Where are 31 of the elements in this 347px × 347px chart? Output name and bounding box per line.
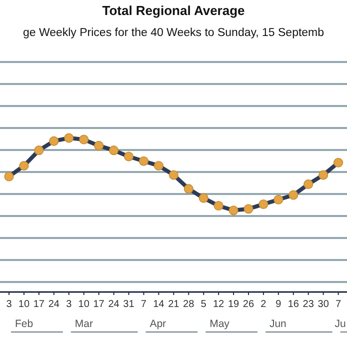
x-tick-label: 31 — [123, 299, 135, 310]
x-tick-label: 16 — [288, 299, 300, 310]
x-tick-label: 14 — [153, 299, 165, 310]
x-tick-label: 24 — [48, 299, 60, 310]
x-tick-label: 26 — [242, 299, 254, 310]
text: Ju — [334, 318, 346, 330]
text: Apr — [150, 318, 167, 330]
x-tick-label: 12 — [212, 299, 225, 310]
x-tick-label: 28 — [183, 299, 195, 310]
x-tick-label: 7 — [140, 299, 147, 310]
x-tick-label: 24 — [108, 299, 120, 310]
text: Jun — [269, 318, 287, 330]
text: Mar — [74, 318, 94, 330]
chart-subtitle: ge Weekly Prices for the 40 Weeks to Sunday, 15 Septemb — [22, 27, 324, 39]
chart-title: Total Regional Average — [102, 3, 245, 18]
x-tick-label: 30 — [318, 299, 330, 310]
text: Feb — [15, 318, 34, 330]
x-tick-label: 23 — [302, 299, 314, 310]
x-tick-label: 10 — [78, 299, 90, 310]
x-tick-label: 3 — [6, 299, 12, 310]
x-tick-label: 2 — [260, 299, 267, 310]
x-tick-label: 17 — [33, 299, 45, 310]
x-tick-label: 9 — [276, 299, 282, 310]
x-tick-label: 10 — [18, 299, 30, 310]
x-tick-label: 19 — [228, 299, 240, 310]
x-tick-label: 21 — [168, 299, 180, 310]
x-tick-label: 17 — [93, 299, 105, 310]
x-tick-label: 3 — [66, 299, 72, 310]
x-tick-label: 7 — [336, 299, 342, 310]
text: May — [210, 318, 230, 330]
x-tick-label: 5 — [200, 299, 207, 310]
